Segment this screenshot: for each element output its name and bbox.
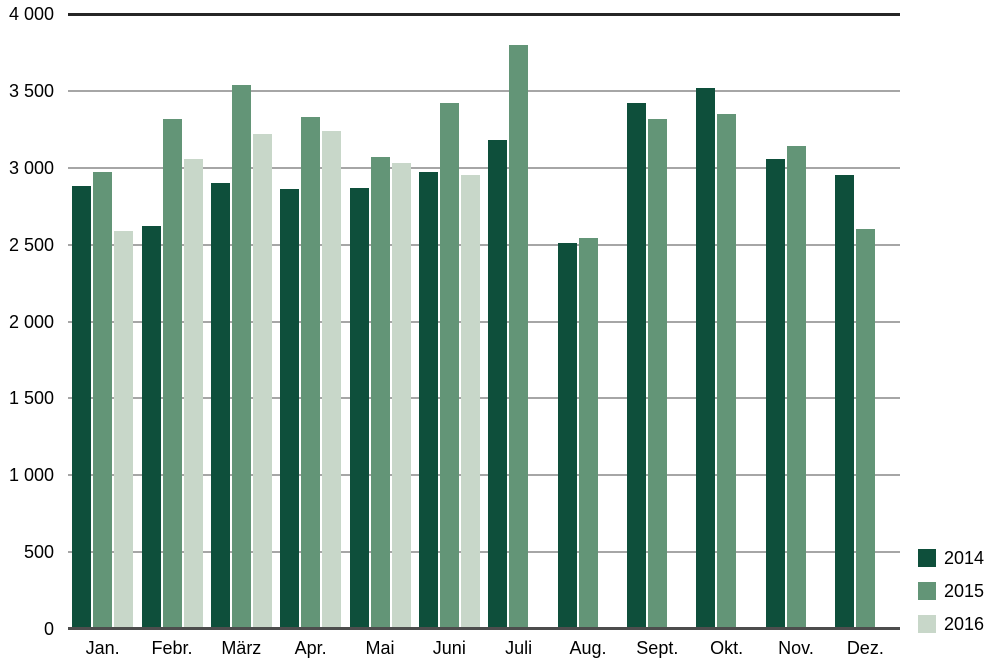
bar-2014-nov xyxy=(765,159,785,629)
legend-label-2016: 2016 xyxy=(944,614,985,634)
bar-2015-sept xyxy=(647,119,667,629)
x-axis-label: Apr. xyxy=(294,638,327,658)
legend-label-2014: 2014 xyxy=(944,548,985,568)
y-axis-tick-label: 2 500 xyxy=(8,234,54,255)
gridline-3500 xyxy=(68,89,900,92)
bar-2016-mai xyxy=(391,163,411,629)
y-axis-tick-label: 3 000 xyxy=(8,157,54,178)
y-axis-tick-label: 4 000 xyxy=(8,4,54,24)
y-axis-tick-label: 0 xyxy=(43,619,54,639)
y-axis-tick-label: 2 000 xyxy=(8,311,54,332)
bar-2015-märz xyxy=(231,85,251,629)
legend-swatch-2015 xyxy=(918,582,936,600)
y-axis: 0 500 1 000 1 500 2 000 2 500 3 000 3 500 4 000 xyxy=(0,0,54,666)
x-axis-label: Mai xyxy=(365,638,395,658)
gridline-500 xyxy=(68,551,900,554)
x-axis-label: Juni xyxy=(432,638,466,658)
x-axis-label: Okt. xyxy=(710,638,744,658)
legend-swatch-2016 xyxy=(918,615,936,633)
gridline-1000 xyxy=(68,474,900,477)
bar-2014-jan xyxy=(72,186,92,629)
x-axis-label: Jan. xyxy=(85,638,120,658)
bar-2015-febr xyxy=(162,119,182,629)
legend-item-2016: 2016 xyxy=(918,614,984,634)
bar-2014-mai xyxy=(349,188,369,629)
legend-item-2015: 2015 xyxy=(918,581,984,601)
legend-label-2015: 2015 xyxy=(944,581,985,601)
bar-2014-märz xyxy=(210,183,230,629)
plot-area xyxy=(68,13,900,630)
bar-2015-okt xyxy=(717,114,737,629)
x-axis-label: Sept. xyxy=(636,638,679,658)
bar-2014-juli xyxy=(488,140,508,629)
bar-2015-juli xyxy=(509,45,529,629)
bar-2015-jan xyxy=(93,172,113,629)
x-axis-label: Dez. xyxy=(846,638,884,658)
bar-2016-febr xyxy=(183,159,203,629)
bar-2014-dez xyxy=(834,175,854,629)
bar-2014-febr xyxy=(141,226,161,629)
bar-2015-aug xyxy=(578,238,598,629)
bar-2014-juni xyxy=(418,172,438,629)
bar-2015-apr xyxy=(301,117,321,629)
bar-2014-aug xyxy=(557,243,577,629)
bar-2014-okt xyxy=(696,88,716,629)
x-axis-label: Febr. xyxy=(151,638,193,658)
bar-2016-juni xyxy=(460,175,480,629)
x-axis-label: Nov. xyxy=(778,638,814,658)
legend-swatch-2014 xyxy=(918,549,936,567)
x-axis-label: März xyxy=(221,638,262,658)
gridline-2500 xyxy=(68,243,900,246)
y-axis-tick-label: 500 xyxy=(23,542,54,563)
y-axis-tick-label: 1 000 xyxy=(8,465,54,486)
gridline-1500 xyxy=(68,397,900,400)
y-axis-tick-label: 3 500 xyxy=(8,80,54,101)
x-axis-label: Aug. xyxy=(569,638,607,658)
gridline-2000 xyxy=(68,320,900,323)
bar-2015-juni xyxy=(439,103,459,629)
chart-legend: 2014 2015 2016 xyxy=(918,548,984,647)
bar-2014-sept xyxy=(626,103,646,629)
gridline-3000 xyxy=(68,166,900,169)
legend-item-2014: 2014 xyxy=(918,548,984,568)
bar-2016-jan xyxy=(114,231,134,629)
bar-2016-märz xyxy=(252,134,272,629)
top-border-line xyxy=(68,13,900,16)
bar-2015-dez xyxy=(855,229,875,629)
bar-2014-apr xyxy=(280,189,300,629)
x-axis: Jan. Febr. März Apr. Mai Juni Juli Aug. Sept. Okt… xyxy=(68,636,900,662)
bar-2015-mai xyxy=(370,157,390,629)
y-axis-tick-label: 1 500 xyxy=(8,388,54,409)
x-axis-line xyxy=(68,627,900,630)
x-axis-label: Juli xyxy=(505,638,533,658)
bar-2015-nov xyxy=(786,146,806,629)
bar-2016-apr xyxy=(322,131,342,629)
